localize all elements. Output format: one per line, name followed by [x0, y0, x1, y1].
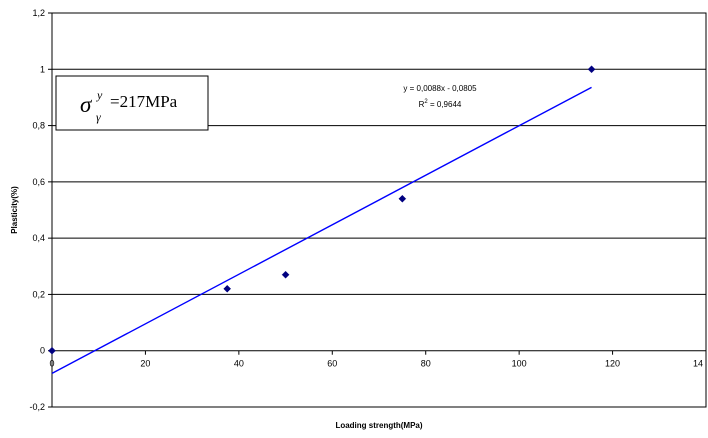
x-tick-label: 80: [421, 359, 431, 369]
trendline-line: [51, 86, 592, 374]
plot-area: [51, 12, 707, 408]
y-tick-label: 1: [40, 64, 45, 74]
x-tick-label: 14: [693, 359, 703, 369]
data-point: [223, 284, 232, 293]
x-tick-label: 100: [512, 359, 527, 369]
y-tick-label: 0,4: [32, 233, 45, 243]
y-tick-label: 0: [40, 346, 45, 356]
data-points: [48, 65, 596, 355]
y-tick-label: -0,2: [29, 402, 45, 412]
data-point: [281, 270, 290, 279]
x-axis-title: Loading strength(MPa): [335, 421, 422, 430]
y-axis-title: Plasticity(%): [10, 186, 19, 234]
x-tick-label: 120: [605, 359, 620, 369]
sigma-symbol: σ: [80, 92, 93, 117]
data-point: [398, 194, 407, 203]
sigma-subscript: γ: [96, 110, 101, 124]
axes: [51, 13, 706, 407]
y-axis-ticks: -0,2 0 0,2 0,4 0,6 0,8 1 1,2: [29, 8, 52, 412]
trendline-equation: y = 0,0088x - 0,0805: [403, 84, 477, 93]
y-tick-label: 1,2: [32, 8, 45, 18]
data-point: [587, 65, 596, 74]
x-tick-label: 60: [327, 359, 337, 369]
x-tick-label: 40: [234, 359, 244, 369]
y-tick-label: 0,6: [32, 177, 45, 187]
sigma-superscript: y: [96, 88, 103, 102]
annotation-box: [55, 75, 209, 131]
y-tick-label: 0,8: [32, 121, 45, 131]
trendline: [51, 86, 592, 374]
y-tick-label: 0,2: [32, 289, 45, 299]
x-axis-ticks: 0 20 40 60 80 100 120 14: [49, 350, 707, 369]
x-tick-label: 0: [49, 359, 54, 369]
annotation-value: =217MPa: [110, 92, 178, 111]
x-tick-label: 20: [140, 359, 150, 369]
trendline-r-squared: R2 = 0,9644: [419, 99, 462, 109]
data-point: [48, 346, 56, 355]
